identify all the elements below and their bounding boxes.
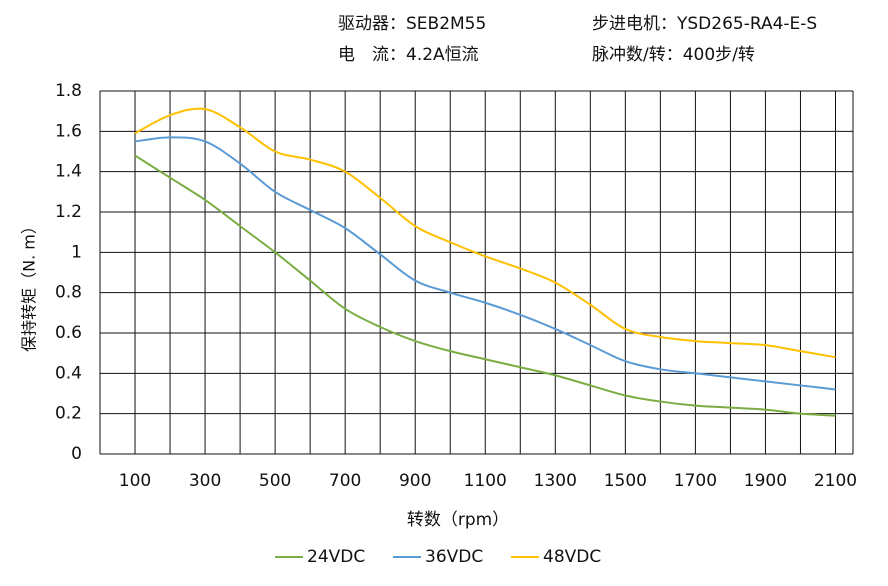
y-tick-label: 0.8: [55, 283, 82, 303]
y-tick-label: 0.4: [55, 363, 82, 383]
y-tick-label: 1.4: [55, 162, 82, 182]
series-line: [134, 136, 836, 391]
annotation: 电 流：4.2A恒流: [338, 45, 479, 65]
x-tick-label: 1700: [674, 471, 717, 491]
x-tick-label: 2100: [814, 471, 857, 491]
x-tick-label: 500: [259, 471, 291, 491]
y-axis-label: 保持转矩（N. m）: [20, 218, 39, 352]
x-tick-label: 1300: [534, 471, 577, 491]
x-tick-label: 300: [189, 471, 221, 491]
annotation: 脉冲数/转：400步/转: [592, 45, 755, 65]
y-tick-label: 1.2: [55, 202, 82, 222]
x-tick-label: 1100: [464, 471, 507, 491]
annotation: 驱动器：SEB2M55: [338, 14, 486, 34]
y-tick-label: 1.6: [55, 121, 82, 141]
y-tick-label: 0: [71, 444, 82, 464]
legend-label: 24VDC: [307, 547, 365, 567]
x-tick-label: 100: [119, 471, 151, 491]
series-line: [134, 107, 836, 359]
x-tick-label: 900: [399, 471, 431, 491]
series-line: [134, 154, 836, 417]
y-tick-label: 0.2: [55, 404, 82, 424]
x-tick-label: 1500: [604, 471, 647, 491]
legend-label: 48VDC: [543, 547, 601, 567]
x-tick-label: 1900: [744, 471, 787, 491]
legend-label: 36VDC: [425, 547, 483, 567]
annotation: 步进电机：YSD265-RA4-E-S: [592, 14, 817, 34]
y-tick-label: 1: [71, 242, 82, 262]
x-axis-label: 转数（rpm）: [407, 510, 509, 530]
y-tick-label: 0.6: [55, 323, 82, 343]
x-tick-label: 700: [329, 471, 361, 491]
y-tick-label: 1.8: [55, 81, 82, 101]
